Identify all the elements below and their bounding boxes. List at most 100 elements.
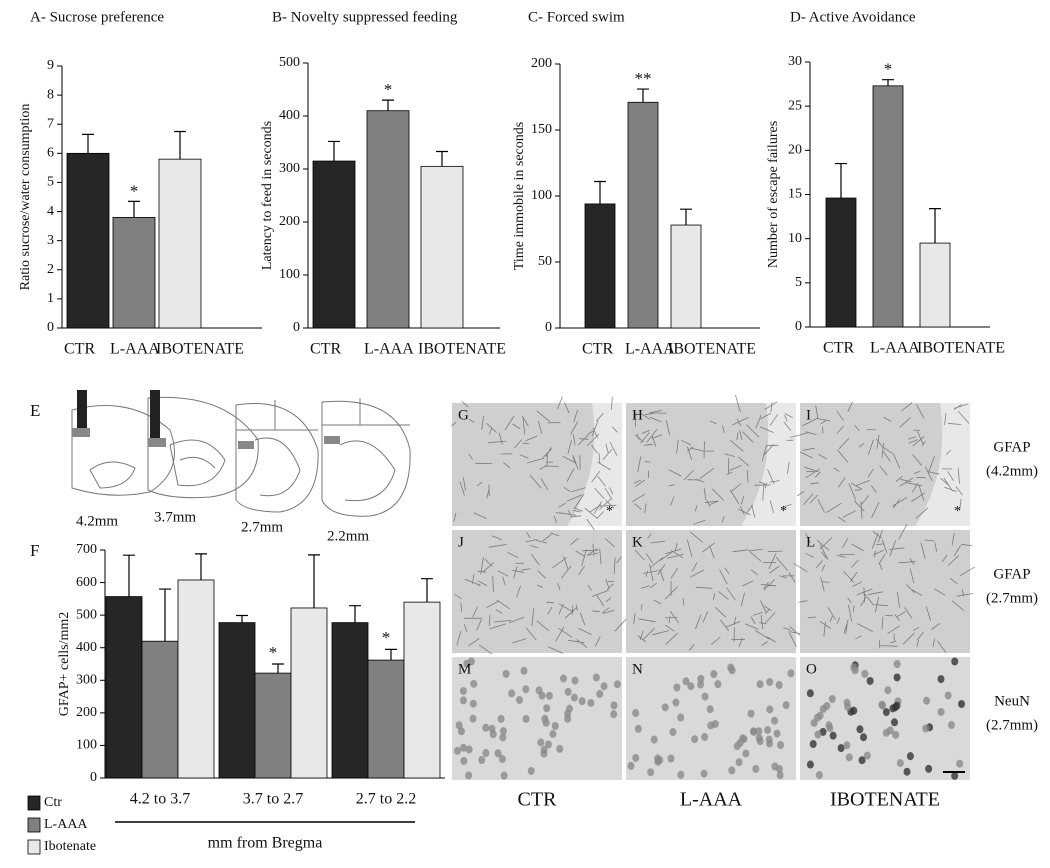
error-bar	[195, 553, 207, 580]
error-bar	[123, 554, 135, 597]
error-bar	[82, 133, 94, 154]
cell	[502, 669, 510, 678]
cell	[814, 730, 822, 739]
bar	[105, 596, 143, 779]
x-tick-label: L-AAA	[110, 341, 160, 358]
y-tick-label: 0	[545, 320, 552, 335]
error-bar	[308, 554, 320, 608]
bar	[919, 242, 951, 328]
error-bar	[882, 79, 894, 86]
cell	[478, 756, 486, 765]
y-tick-label: 200	[531, 56, 552, 71]
ventricle-star: *	[780, 504, 787, 519]
significance: *	[382, 628, 391, 647]
cell	[906, 752, 914, 761]
cell	[787, 669, 795, 678]
cell	[592, 673, 600, 682]
chart-title: A- Sucrose preference	[30, 9, 164, 25]
cell	[863, 751, 871, 760]
cell	[884, 686, 892, 695]
error-bar	[594, 180, 606, 204]
y-tick-label: 100	[531, 188, 552, 203]
cell	[750, 727, 758, 736]
cell	[469, 714, 477, 723]
bar	[420, 165, 464, 329]
cell	[551, 721, 559, 730]
cell	[677, 770, 685, 779]
cell	[714, 680, 722, 689]
x-tick-label: IBOTENATE	[418, 341, 506, 358]
error-bar	[929, 208, 941, 244]
cell	[494, 749, 502, 758]
cell	[777, 741, 785, 750]
cell	[878, 701, 886, 710]
y-tick-label: 200	[279, 214, 300, 229]
cell	[850, 706, 858, 715]
cell	[571, 676, 579, 685]
bar	[670, 224, 702, 329]
cell	[482, 723, 490, 732]
x-tick-label: CTR	[823, 340, 854, 357]
bar	[825, 197, 857, 328]
x-tick-label: L-AAA	[625, 341, 675, 358]
cell	[535, 686, 543, 695]
bar	[366, 110, 410, 329]
y-tick-label: 0	[795, 319, 802, 334]
cell	[482, 749, 490, 758]
cell	[951, 657, 959, 666]
cell	[903, 767, 911, 776]
y-tick-label: 20	[788, 143, 802, 158]
micrograph	[800, 657, 970, 780]
cell	[858, 756, 866, 765]
cell	[566, 704, 574, 713]
cell	[773, 729, 781, 738]
cell	[735, 758, 743, 767]
cell	[465, 745, 473, 754]
y-tick-label: 400	[279, 108, 300, 123]
cell	[843, 741, 851, 750]
cell	[733, 742, 741, 751]
cell	[656, 756, 664, 765]
cell	[958, 699, 966, 708]
panel-label: N	[632, 661, 643, 677]
panel-label: L	[806, 534, 815, 550]
cell	[922, 724, 930, 733]
y-tick-label: 0	[293, 320, 300, 335]
cell	[522, 714, 530, 723]
chart-title: F	[30, 541, 39, 560]
cell	[860, 733, 868, 742]
cell	[710, 670, 718, 679]
cell	[470, 679, 478, 688]
cell	[866, 676, 874, 685]
panel-label: H	[632, 407, 643, 423]
y-tick-label: 700	[76, 542, 97, 557]
ventricle	[567, 403, 622, 526]
region-marker	[148, 438, 166, 447]
cell	[771, 716, 779, 725]
y-tick-label: 0	[90, 770, 97, 785]
cell	[600, 682, 608, 691]
cell	[537, 738, 545, 747]
cell	[728, 766, 736, 775]
cell	[564, 687, 572, 696]
bar	[872, 85, 904, 328]
section-label: 4.2mm	[76, 513, 118, 529]
cell	[465, 771, 473, 780]
significance: *	[384, 80, 393, 99]
error-bar	[436, 150, 448, 167]
cell	[587, 698, 595, 707]
row-label: (4.2mm)	[986, 463, 1038, 479]
cell	[527, 766, 535, 775]
region-marker	[150, 390, 160, 438]
micrograph	[800, 530, 970, 653]
column-label: CTR	[518, 789, 558, 811]
cell	[771, 762, 779, 771]
y-axis-label: Latency to feed in seconds	[260, 121, 275, 270]
cell	[545, 691, 553, 700]
cell	[544, 740, 552, 749]
y-tick-label: 9	[47, 58, 54, 73]
cell	[765, 735, 773, 744]
cell	[856, 725, 864, 734]
y-tick-label: 25	[788, 98, 802, 113]
